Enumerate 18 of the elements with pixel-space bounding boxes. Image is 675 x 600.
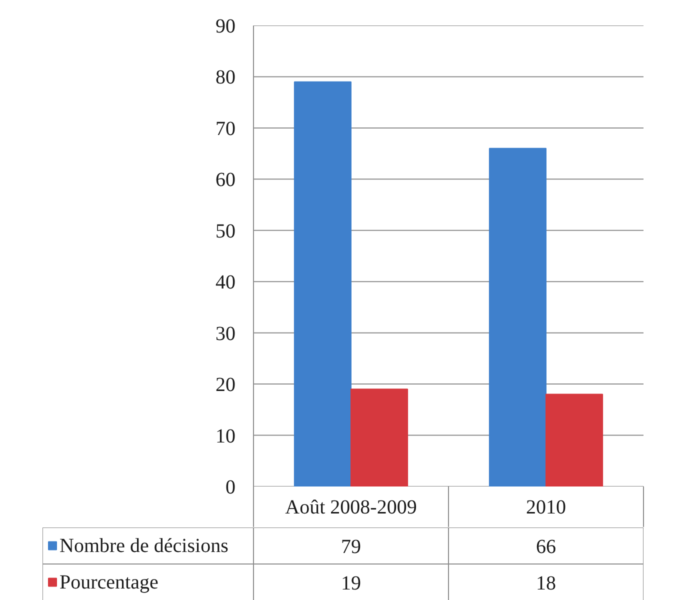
data-label: 66: [536, 536, 556, 558]
data-label: 79: [341, 536, 361, 558]
y-tick-label: 30: [216, 322, 236, 345]
y-tick-label: 0: [226, 476, 236, 498]
legend-label: Nombre de décisions: [60, 534, 229, 557]
y-tick-label: 90: [216, 16, 236, 38]
y-tick-label: 50: [216, 220, 236, 242]
data-label: 19: [341, 572, 361, 594]
y-tick-label: 80: [216, 66, 236, 89]
y-tick-label: 60: [216, 169, 236, 192]
data-label: 18: [536, 572, 556, 594]
y-tick-label: 40: [216, 272, 236, 294]
x-tick-label: Août 2008-2009: [285, 496, 417, 518]
y-tick-label: 20: [216, 374, 236, 396]
x-tick-label: 2010: [526, 496, 566, 518]
legend-label: Pourcentage: [60, 571, 158, 594]
y-tick-label: 70: [216, 118, 236, 140]
y-tick-label: 10: [216, 425, 236, 448]
